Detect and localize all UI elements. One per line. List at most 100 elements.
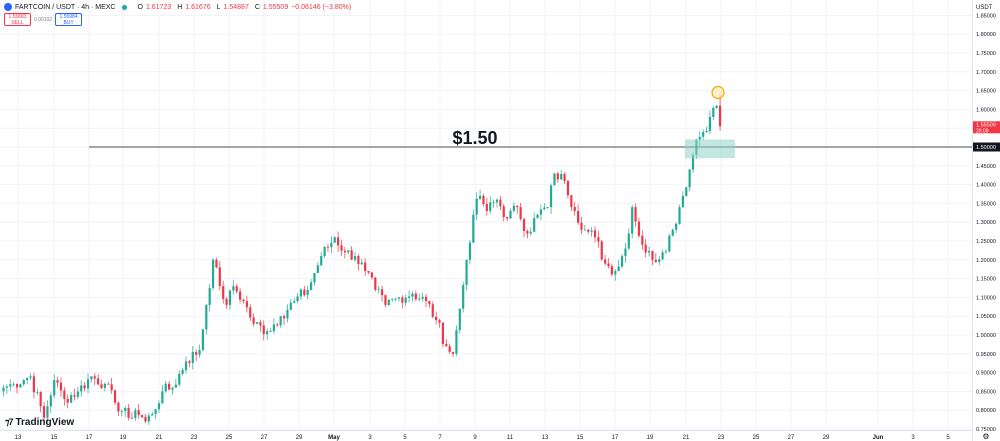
y-tick-label: 1.60000 [976, 107, 996, 113]
candle-body [560, 173, 563, 180]
candle-body [495, 199, 499, 203]
candle-body [168, 383, 171, 390]
candle-body [435, 316, 438, 320]
candle-body [533, 218, 536, 232]
candle-body [614, 271, 617, 275]
candle-body [124, 407, 127, 411]
candle-body [506, 217, 509, 219]
low-label: L [216, 3, 221, 11]
candle-body [411, 293, 414, 297]
candle-body [394, 298, 397, 300]
y-tick-label: 1.25000 [976, 239, 996, 245]
y-tick-label: 1.10000 [976, 295, 996, 301]
candle-body [337, 237, 340, 246]
candle-body [465, 259, 468, 286]
candle-body [127, 407, 130, 418]
candle-body [15, 383, 19, 388]
candle-body [225, 298, 228, 305]
candle-body [80, 385, 83, 392]
candle-body [455, 330, 458, 354]
candle-body [647, 250, 651, 253]
candle-body [191, 352, 194, 364]
candle-body [130, 417, 134, 419]
candle-body [340, 245, 343, 251]
candle-body [600, 241, 603, 260]
candle-body [151, 413, 154, 416]
candle-body [583, 229, 586, 231]
candle-body [617, 266, 620, 272]
y-tick-label: 1.20000 [976, 258, 996, 264]
candle-body [309, 282, 313, 290]
candle-body [637, 221, 641, 236]
candle-body [418, 298, 421, 300]
candle-body [235, 286, 238, 292]
open-label: O [137, 3, 143, 11]
candle-body [239, 291, 242, 300]
x-tick-label: 25 [226, 435, 233, 441]
candle-body [529, 231, 532, 234]
candle-body [49, 395, 52, 407]
x-tick-label: 19 [647, 435, 654, 441]
candle-body [570, 195, 573, 207]
y-tick-label: 0.90000 [976, 371, 996, 377]
candle-body [76, 391, 79, 397]
candle-body [279, 316, 282, 326]
candle-body [593, 230, 597, 238]
x-tick-label: 23 [191, 435, 198, 441]
candle-body [93, 376, 96, 379]
candle-body [367, 271, 370, 273]
candle-body [117, 402, 120, 412]
candle-body [56, 380, 59, 383]
currency-label: USDT [976, 5, 993, 11]
candle-body [431, 304, 434, 317]
candle-body [107, 383, 110, 385]
sell-button[interactable]: 1.55883 SELL [4, 13, 31, 26]
candle-body [171, 387, 174, 390]
candle-body [482, 195, 485, 204]
buy-price: 1.55984 [59, 14, 78, 20]
candle-body [546, 207, 549, 208]
candle-body [140, 415, 144, 418]
candle-body [607, 263, 610, 267]
tradingview-logo[interactable]: ⁊7 TradingView [5, 417, 74, 428]
candle-body [475, 198, 478, 215]
candle-body [441, 322, 444, 344]
candle-body [2, 387, 5, 392]
x-tick-label: 23 [718, 435, 725, 441]
candle-body [391, 299, 394, 301]
candle-body [644, 244, 647, 253]
candle-body [53, 380, 56, 396]
candle-body [350, 250, 353, 260]
low-value: 1.54887 [223, 3, 249, 11]
candle-body [604, 259, 607, 264]
x-tick-label: 3 [368, 435, 372, 441]
coin-icon [4, 3, 12, 11]
candle-body [330, 242, 333, 248]
tradingview-wordmark: TradingView [15, 417, 75, 428]
candle-body [178, 373, 181, 385]
candle-body [42, 406, 46, 418]
x-tick-label: 13 [15, 435, 22, 441]
x-tick-label: 27 [261, 435, 268, 441]
candle-body [215, 259, 218, 268]
candle-body [377, 289, 380, 291]
candle-body [154, 409, 157, 414]
x-tick-label: 9 [473, 435, 477, 441]
candle-body [384, 295, 387, 305]
candle-body [144, 417, 147, 422]
symbol-header: FARTCOIN / USDT · 4h · MEXC O 1.61723 H 1.… [4, 3, 351, 11]
buy-button[interactable]: 1.55984 BUY [55, 13, 83, 26]
candle-body [326, 246, 330, 248]
candle-body [103, 383, 106, 388]
candle-body [19, 384, 22, 388]
candle-body [458, 308, 461, 331]
candle-body [685, 187, 688, 196]
x-tick-label: 5 [403, 435, 407, 441]
candle-body [536, 214, 539, 219]
candle-body [702, 131, 705, 137]
candle-body [320, 256, 323, 266]
candle-body [293, 301, 296, 303]
candle-body [718, 105, 722, 127]
